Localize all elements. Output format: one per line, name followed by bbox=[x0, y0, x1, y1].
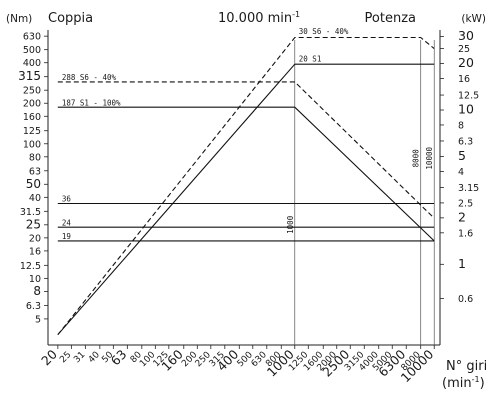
left-tick-6-3: 6.3 bbox=[26, 301, 41, 312]
vertical-marker-label-1000: 1000 bbox=[286, 215, 295, 234]
right-tick-5: 5 bbox=[458, 148, 466, 163]
left-tick-200: 200 bbox=[23, 99, 41, 110]
right-tick-16: 16 bbox=[458, 74, 470, 85]
right-tick-0-6: 0.6 bbox=[458, 294, 473, 305]
right-axis-unit: (kW) bbox=[461, 13, 486, 25]
vertical-marker-label-10000: 10000 bbox=[425, 147, 434, 170]
torque-title: Coppia bbox=[48, 11, 93, 26]
x-axis-label: N° giri bbox=[446, 359, 487, 374]
left-tick-31-5: 31.5 bbox=[20, 207, 41, 218]
left-tick-315: 315 bbox=[18, 69, 41, 83]
series-label-20-s1: 20 S1 bbox=[299, 54, 322, 63]
series-line-30-s6-40 bbox=[57, 36, 435, 336]
left-tick-20: 20 bbox=[29, 233, 41, 244]
series-label-288-s6-40: 288 S6 - 40% bbox=[62, 73, 117, 82]
right-tick-1-6: 1.6 bbox=[458, 228, 473, 239]
left-tick-50: 50 bbox=[26, 177, 41, 191]
right-tick-20: 20 bbox=[458, 55, 474, 70]
x-tick-31: 31 bbox=[72, 350, 87, 365]
right-tick-12-5: 12.5 bbox=[458, 91, 479, 102]
x-axis-unit-sup: -1 bbox=[472, 375, 480, 384]
right-tick-30: 30 bbox=[458, 28, 474, 43]
header: (Nm) Coppia 10.000 min-1 Potenza (kW) bbox=[6, 10, 486, 26]
chart-title-sup: -1 bbox=[292, 10, 300, 19]
left-tick-630: 630 bbox=[23, 32, 41, 43]
series-label-30-s6-40: 30 S6 - 40% bbox=[299, 27, 349, 36]
series-line-ramp-7 bbox=[57, 63, 296, 336]
left-axis-unit: (Nm) bbox=[6, 13, 32, 25]
x-axis-unit: (min-1) bbox=[442, 375, 485, 391]
x-axis-title: N° giri (min-1) bbox=[442, 359, 487, 391]
series-line-187-s1-100 bbox=[57, 106, 435, 242]
series-label-187-s1-100: 187 S1 - 100% bbox=[62, 99, 121, 108]
x-axis-unit-base: (min bbox=[442, 376, 472, 391]
left-tick-80: 80 bbox=[29, 152, 41, 163]
plot-area: 56.381012.516202531.54050638010012516020… bbox=[18, 27, 479, 385]
right-tick-10: 10 bbox=[458, 102, 474, 117]
left-tick-5: 5 bbox=[35, 314, 41, 325]
left-tick-16: 16 bbox=[29, 246, 41, 257]
x-tick-25: 25 bbox=[58, 350, 73, 365]
left-tick-500: 500 bbox=[23, 45, 41, 56]
series-label-19: 19 bbox=[62, 232, 71, 241]
left-tick-10: 10 bbox=[29, 274, 41, 285]
right-tick-4: 4 bbox=[458, 167, 464, 178]
right-tick-3-15: 3.15 bbox=[458, 183, 479, 194]
x-tick-63: 63 bbox=[108, 347, 130, 369]
series-label-36: 36 bbox=[62, 195, 72, 204]
left-tick-25: 25 bbox=[26, 217, 41, 231]
left-tick-63: 63 bbox=[29, 166, 41, 177]
series-label-24: 24 bbox=[62, 218, 72, 227]
left-tick-12-5: 12.5 bbox=[20, 261, 41, 272]
left-tick-250: 250 bbox=[23, 86, 41, 97]
chart-title-base: 10.000 min bbox=[218, 11, 292, 26]
left-tick-400: 400 bbox=[23, 58, 41, 69]
x-axis-unit-close: ) bbox=[480, 376, 485, 391]
right-tick-25: 25 bbox=[458, 44, 470, 55]
left-tick-160: 160 bbox=[23, 112, 41, 123]
left-tick-100: 100 bbox=[23, 139, 41, 150]
chart-title: 10.000 min-1 bbox=[218, 10, 300, 26]
right-tick-6-3: 6.3 bbox=[458, 136, 473, 147]
right-tick-2: 2 bbox=[458, 209, 466, 224]
right-tick-8: 8 bbox=[458, 120, 464, 131]
right-tick-1: 1 bbox=[458, 256, 466, 271]
vertical-marker-label-8000: 8000 bbox=[412, 149, 421, 168]
power-title: Potenza bbox=[365, 11, 416, 26]
x-tick-20: 20 bbox=[38, 346, 60, 368]
left-tick-8: 8 bbox=[33, 284, 41, 298]
right-tick-2-5: 2.5 bbox=[458, 198, 473, 209]
left-tick-125: 125 bbox=[23, 126, 41, 137]
left-tick-40: 40 bbox=[29, 193, 41, 204]
